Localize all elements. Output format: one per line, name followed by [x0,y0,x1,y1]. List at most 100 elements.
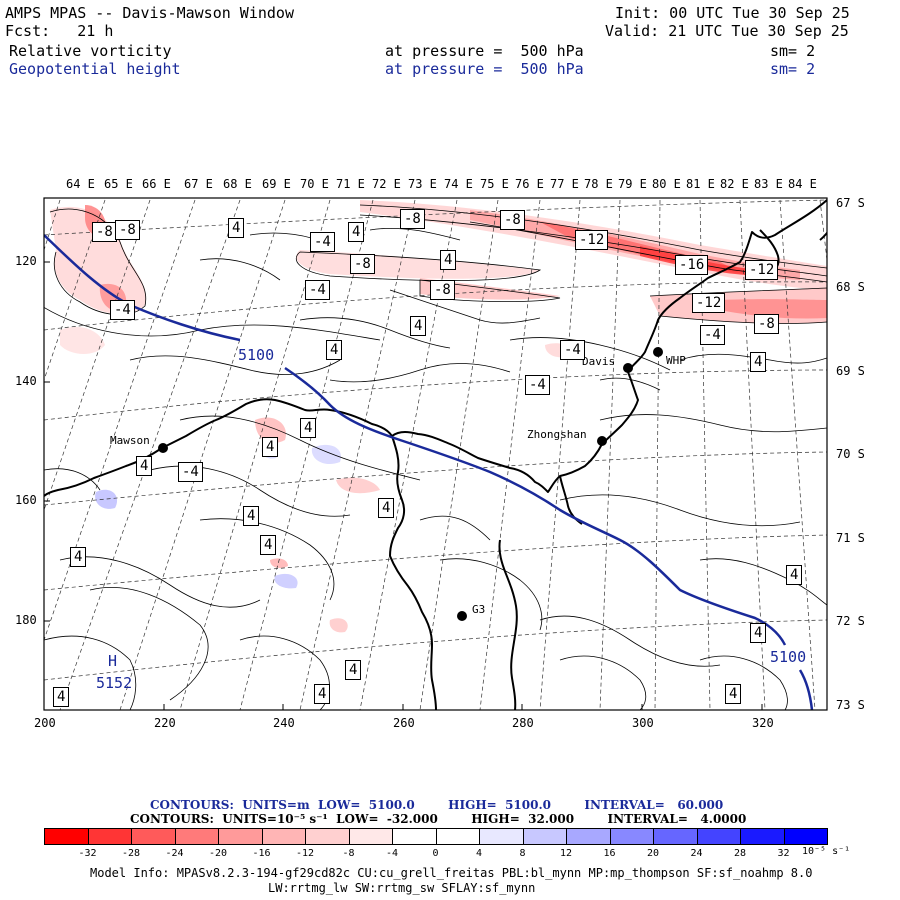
field2-smoothing: sm= 2 [770,60,816,78]
vorticity-label: -4 [560,340,585,360]
init-time: Init: 00 UTC Tue 30 Sep 25 [615,4,850,22]
lon-label: 70 E [300,177,329,191]
height-contour-label: 5100 [770,648,807,666]
vorticity-label: 4 [53,687,70,707]
colorbar-unit: 10⁻⁵ s⁻¹ [802,846,851,857]
lon-label: 69 E [262,177,291,191]
vorticity-contours [44,204,827,710]
colorbar-cell [435,828,480,845]
colorbar-cell [609,828,654,845]
colorbar-cell [783,828,828,845]
colorbar-tick-label: -24 [165,848,184,859]
model-info-line2: LW:rrtmg_lw SW:rrtmg_sw SFLAY:sf_mynn [268,881,536,895]
lat-label: 71 S [836,531,865,545]
field1-smoothing: sm= 2 [770,42,816,60]
vorticity-label: 4 [262,437,279,457]
colorbar-tick-label: -32 [78,848,97,859]
lon-label: 81 E [686,177,715,191]
vorticity-label: -16 [675,255,709,275]
map-frame [43,197,828,711]
vorticity-shading-negative [50,200,827,633]
vorticity-label: -8 [350,254,375,274]
vorticity-label: 4 [345,660,362,680]
colorbar-cell [392,828,437,845]
colorbar-tick-label: 0 [432,848,439,859]
lon-label: 78 E [584,177,613,191]
grid-y-label: 140 [15,374,37,388]
station-dot-davis [623,363,633,373]
lon-label: 82 E [720,177,749,191]
vorticity-label: 4 [750,623,767,643]
grid-x-label: 200 [34,716,56,730]
field1-name: Relative vorticity [9,42,172,60]
lon-label: 65 E [104,177,133,191]
colorbar-cell [522,828,567,845]
vorticity-label: -8 [500,210,525,230]
lat-label: 73 S [836,698,865,712]
vorticity-label: -4 [178,462,203,482]
station-label-g3: G3 [472,603,486,616]
colorbar-tick-label: -12 [295,848,315,859]
colorbar-tick-label: 4 [475,848,483,859]
vorticity-label: -8 [430,280,455,300]
colorbar-tick-label: 12 [559,848,573,859]
vorticity-label: -12 [575,230,609,250]
colorbar-tick-label: -8 [342,848,355,859]
vorticity-shading-positive [95,444,341,589]
lat-label: 70 S [836,447,865,461]
colorbar-tick-label: 20 [646,848,660,859]
vorticity-label: 4 [786,565,803,585]
lon-label: 66 E [142,177,171,191]
grid-y-label: 160 [15,493,37,507]
vorticity-label: 4 [750,352,767,372]
vorticity-label: 4 [725,684,742,704]
colorbar-tick-label: 32 [777,848,790,859]
vorticity-label: 4 [228,218,245,238]
grid-x-label: 300 [632,716,654,730]
lon-label: 79 E [618,177,647,191]
lon-label: 72 E [372,177,401,191]
field2-name: Geopotential height [9,60,181,78]
vorticity-label: 4 [136,456,153,476]
colorbar-tick-label: -4 [385,848,399,859]
colorbar-cell [174,828,219,845]
lon-label: 80 E [652,177,681,191]
lon-label: 83 E [754,177,783,191]
colorbar-cell [44,828,89,845]
lon-label: 71 E [336,177,365,191]
colorbar-cell [305,828,350,845]
lon-label: 76 E [515,177,544,191]
vorticity-label: -4 [525,375,550,395]
vorticity-contour-info: CONTOURS: UNITS=10⁻⁵ s⁻¹ LOW= -32.000 HI… [130,812,747,826]
lon-label: 67 E [184,177,213,191]
field1-level: at pressure = 500 hPa [385,42,584,60]
high-value-label: 5152 [96,674,133,692]
lat-label: 72 S [836,614,865,628]
grid-x-label: 280 [512,716,534,730]
station-dot-whp [653,347,663,357]
station-markers [158,347,663,621]
vorticity-label: 4 [348,222,365,242]
colorbar-tick-label: 16 [603,848,616,859]
lat-label: 69 S [836,364,865,378]
lon-label: 75 E [480,177,509,191]
map-title: AMPS MPAS -- Davis-Mawson Window [5,4,294,22]
colorbar-cell [218,828,263,845]
station-label-mawson: Mawson [110,434,150,447]
lon-label: 73 E [408,177,437,191]
graticule [44,199,827,710]
colorbar-tick-label: 8 [519,848,526,859]
station-dot-zhongshan [597,436,607,446]
vorticity-label: -8 [115,220,140,240]
vorticity-label: 4 [378,498,395,518]
colorbar-tick-label: 28 [733,848,747,859]
grid-x-label: 220 [154,716,176,730]
grid-y-label: 120 [15,254,37,268]
colorbar-tick-label: -28 [121,848,141,859]
colorbar-tick-label: -16 [252,848,271,859]
vorticity-label: 4 [70,547,87,567]
vorticity-label: -12 [692,293,726,313]
colorbar-cell [131,828,176,845]
model-info-line1: Model Info: MPASv8.2.3-194-gf29cd82c CU:… [90,866,813,880]
